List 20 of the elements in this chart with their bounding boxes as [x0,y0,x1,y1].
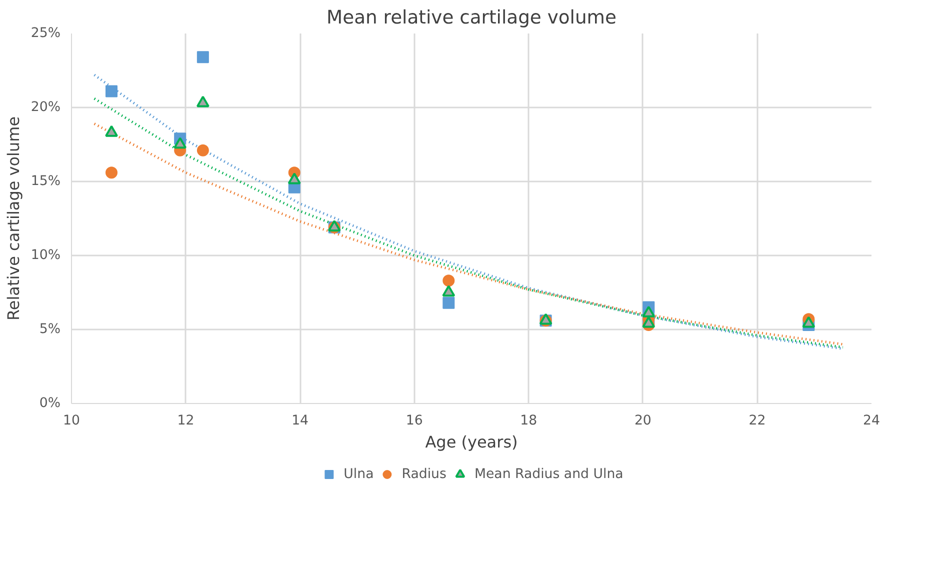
x-axis-title: Age (years) [425,432,518,452]
legend-label: Radius [402,466,446,482]
x-tick-label: 10 [63,414,80,428]
y-tick-label: 5% [39,322,61,337]
x-tick-label: 18 [520,414,538,428]
y-axis-title: Relative cartilage volume [4,116,23,321]
chart-title: Mean relative cartilage volume [326,8,616,28]
y-tick-label: 20% [30,100,60,115]
x-tick-label: 16 [406,414,423,428]
legend-label: Mean Radius and Ulna [474,466,624,482]
x-tick-label: 20 [634,414,652,428]
x-tick-label: 24 [863,414,880,428]
y-tick-label: 0% [39,396,61,411]
legend-label: Ulna [344,466,374,482]
y-tick-label: 10% [30,248,60,263]
y-tick-label: 15% [30,174,60,189]
y-tick-label: 25% [30,26,60,41]
x-tick-label: 14 [292,414,309,428]
x-tick-label: 22 [748,414,766,428]
x-tick-label: 12 [177,414,194,428]
